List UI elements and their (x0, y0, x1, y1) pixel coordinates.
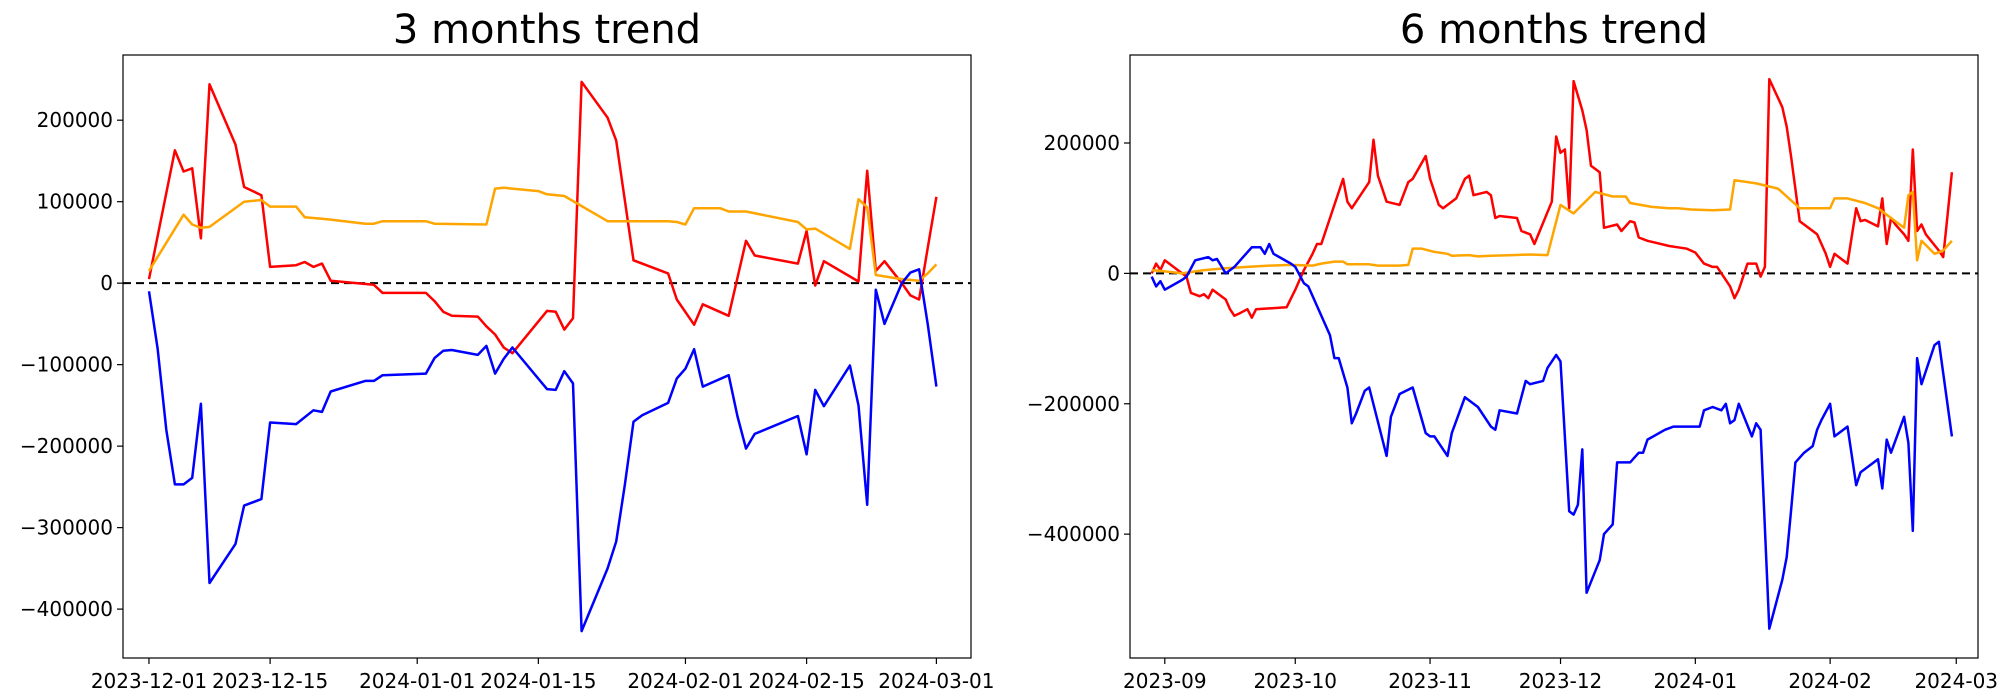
series-line-red (1150, 77, 1954, 319)
y-tick-label: −400000 (1027, 522, 1120, 546)
x-tick-label: 2024-02-15 (748, 669, 864, 693)
x-tick-label: 2024-01-15 (480, 669, 596, 693)
x-tick-label: 2023-12-15 (212, 669, 328, 693)
y-tick-label: 0 (1107, 261, 1120, 285)
chart-title: 6 months trend (1400, 7, 1708, 53)
x-tick-label: 2023-09 (1123, 669, 1207, 693)
y-tick-label: 200000 (37, 108, 113, 132)
x-tick-label: 2024-03-01 (878, 669, 994, 693)
y-tick-label: −200000 (1027, 392, 1120, 416)
series-line-blue (1150, 242, 1954, 630)
x-tick-label: 2023-10 (1253, 669, 1337, 693)
series-line-blue (147, 268, 938, 633)
series-line-red (147, 80, 938, 355)
series-line-orange (147, 186, 938, 282)
x-tick-label: 2024-01 (1654, 669, 1738, 693)
chart-6-months-trend: 6 months trend 2023-09 2023-10 2023-11 2023… (1027, 7, 1998, 693)
x-tick-label: 2024-02 (1788, 669, 1872, 693)
y-tick-label: −300000 (20, 516, 113, 540)
x-tick-label: 2024-03 (1914, 669, 1998, 693)
chart-title: 3 months trend (393, 7, 701, 53)
chart-3-months-trend: 3 months trend 2023-12-01 2023-12-15 2024-… (20, 7, 995, 693)
y-tick-label: −100000 (20, 353, 113, 377)
plot-frame (122, 54, 972, 659)
plot-frame (1129, 54, 1979, 659)
x-tick-label: 2023-12 (1519, 669, 1603, 693)
x-tick-label: 2024-02-01 (627, 669, 743, 693)
x-tick-label: 2023-12-01 (91, 669, 207, 693)
y-tick-label: −400000 (20, 597, 113, 621)
y-tick-label: 0 (100, 271, 113, 295)
y-tick-label: −200000 (20, 434, 113, 458)
x-tick-label: 2024-01-01 (359, 669, 475, 693)
y-tick-label: 200000 (1044, 131, 1120, 155)
x-tick-label: 2023-11 (1388, 669, 1472, 693)
series-line-orange (1151, 178, 1953, 275)
y-tick-label: 100000 (37, 190, 113, 214)
